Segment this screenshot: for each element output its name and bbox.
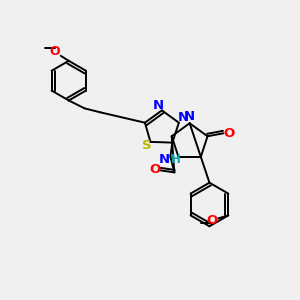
Text: H: H — [170, 153, 180, 166]
Text: N: N — [178, 111, 189, 124]
Text: N: N — [159, 153, 170, 166]
Text: O: O — [224, 127, 235, 140]
Text: O: O — [149, 163, 160, 176]
Text: O: O — [50, 45, 60, 58]
Text: N: N — [184, 110, 195, 123]
Text: O: O — [207, 214, 218, 227]
Text: N: N — [152, 99, 164, 112]
Text: S: S — [142, 139, 151, 152]
